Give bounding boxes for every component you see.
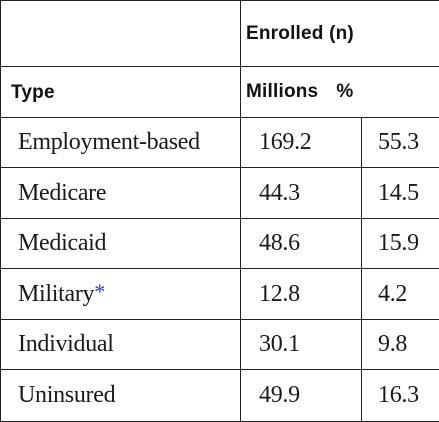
millions-cell: 12.8 <box>240 268 362 320</box>
table-row: Employment-based 169.2 55.3 <box>0 116 439 169</box>
type-cell: Military* <box>0 268 241 320</box>
type-cell: Individual <box>0 318 241 371</box>
millions-cell: 44.3 <box>240 167 362 219</box>
percent-cell: 14.5 <box>360 167 439 219</box>
type-cell: Uninsured <box>0 369 241 422</box>
enrolled-group-header: Enrolled (n) <box>239 0 439 67</box>
table-row: Medicaid 48.6 15.9 <box>0 217 439 270</box>
type-column-header: Type <box>0 66 241 118</box>
millions-column-header: Millions <box>246 81 319 102</box>
column-header-row: Type Millions% <box>0 66 439 118</box>
table-row: Military* 12.8 4.2 <box>0 268 439 320</box>
header-blank-cell <box>0 0 241 67</box>
footnote-marker-link[interactable]: * <box>94 278 105 304</box>
type-label: Medicare <box>18 179 107 206</box>
millions-cell: 30.1 <box>240 318 362 371</box>
percent-cell: 55.3 <box>360 116 439 169</box>
percent-cell: 16.3 <box>360 369 439 422</box>
type-label: Military <box>18 280 95 307</box>
table-row: Individual 30.1 9.8 <box>0 318 439 371</box>
table-row: Medicare 44.3 14.5 <box>0 167 439 219</box>
type-label: Uninsured <box>18 382 116 409</box>
percent-cell: 9.8 <box>360 318 439 371</box>
percent-column-header: % <box>336 81 354 102</box>
type-cell: Medicare <box>0 167 241 219</box>
type-label: Individual <box>18 331 114 358</box>
group-header-row: Enrolled (n) <box>0 0 439 67</box>
percent-cell: 15.9 <box>360 217 439 270</box>
type-label: Medicaid <box>18 230 107 257</box>
millions-percent-header: Millions% <box>239 66 439 118</box>
type-cell: Employment-based <box>0 116 241 169</box>
millions-cell: 169.2 <box>240 116 362 169</box>
millions-cell: 48.6 <box>240 217 362 270</box>
type-cell: Medicaid <box>0 217 241 270</box>
percent-cell: 4.2 <box>360 268 439 320</box>
table-row: Uninsured 49.9 16.3 <box>0 369 439 422</box>
type-label: Employment-based <box>18 129 200 156</box>
millions-cell: 49.9 <box>240 369 362 422</box>
